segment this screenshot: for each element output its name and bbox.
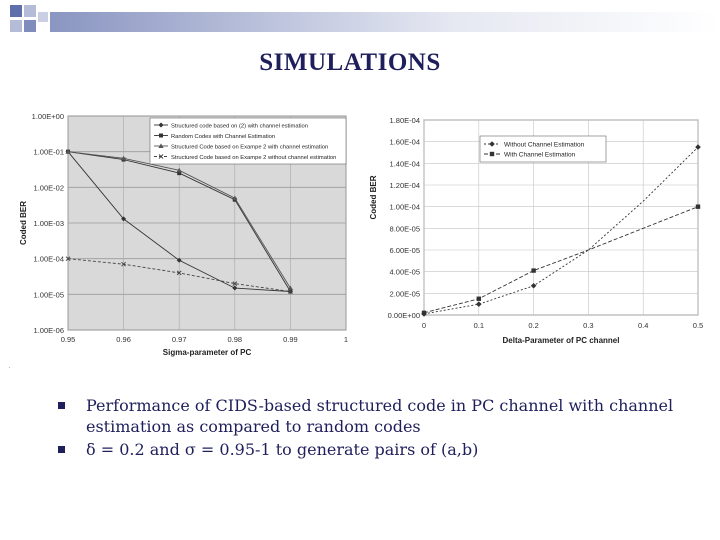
data-point: [421, 310, 427, 316]
x-tick-label: 0.95: [61, 335, 76, 344]
x-axis-title: Sigma-parameter of PC: [163, 348, 252, 357]
y-tick-label: 2.00E-05: [390, 289, 420, 298]
data-point: [121, 261, 126, 267]
data-point: [287, 285, 293, 291]
y-tick-label: 1.00E-06: [34, 326, 64, 335]
y-tick-label: 1.40E-04: [390, 159, 420, 168]
x-axis-title: Delta-Parameter of PC channel: [503, 336, 620, 345]
bullet-square-icon: [58, 446, 65, 453]
y-tick-label: 1.80E-04: [390, 116, 420, 125]
bullet-text: Performance of CIDS-based structured cod…: [86, 396, 674, 436]
data-point: [159, 133, 163, 138]
header-decoration: [10, 5, 720, 32]
x-tick-label: 0: [422, 321, 426, 330]
data-point: [158, 122, 164, 128]
slide-title: SIMULATIONS: [259, 49, 441, 76]
data-point: [288, 289, 293, 294]
legend-label: Random Codes with Channel Estimation: [171, 134, 275, 140]
y-tick-label: 6.00E-05: [390, 246, 420, 255]
y-tick-label: 0.00E+00: [388, 311, 420, 320]
y-tick-label: 1.00E-01: [34, 148, 64, 157]
legend-label: With Channel Estimation: [504, 152, 576, 159]
data-point: [530, 282, 537, 289]
data-point: [489, 151, 495, 157]
y-tick-label: 1.00E-02: [34, 183, 64, 192]
bullet-list: Performance of CIDS-based structured cod…: [58, 395, 698, 462]
data-point: [232, 195, 238, 201]
series-group: [421, 204, 701, 316]
series-line: [423, 146, 699, 315]
slide-dot: ·: [8, 363, 11, 372]
legend-label: Structured code based on (2) with channe…: [171, 124, 308, 130]
x-tick-label: 0.1: [474, 321, 484, 330]
bullet-text: δ = 0.2 and σ = 0.95-1 to generate pairs…: [86, 440, 479, 459]
data-point: [65, 256, 71, 262]
y-tick-label: 1.00E-04: [34, 255, 64, 264]
y-tick-label: 1.00E-04: [390, 203, 420, 212]
chart-ber-vs-sigma: 1.00E+00 1.00E-01 1.00E-02 1.00E-03 1.00E-04…: [19, 112, 348, 357]
y-tick-label: 1.60E-04: [390, 138, 420, 147]
data-point: [121, 216, 127, 222]
x-tick-label: 0.98: [227, 335, 242, 344]
data-point: [176, 257, 182, 263]
data-point: [65, 149, 71, 154]
x-tick-label: 0.96: [116, 335, 131, 344]
data-point: [176, 270, 182, 276]
y-axis-title: Coded BER: [369, 175, 378, 219]
x-tick-label: 0.4: [638, 321, 648, 330]
x-tick-label: 0.97: [172, 335, 187, 344]
series-line: [423, 206, 699, 314]
legend-box: [479, 135, 607, 163]
y-axis-title: Coded BER: [19, 201, 28, 245]
legend-label: Structured Code based on Exampe 2 with c…: [171, 145, 328, 151]
data-point: [489, 141, 495, 147]
data-point: [177, 171, 182, 176]
bullet-square-icon: [58, 402, 65, 409]
data-point: [531, 268, 536, 273]
legend-label: Without Channel Estimation: [504, 142, 585, 149]
data-point: [232, 281, 238, 286]
legend-label: Structured Code based on Exampe 2 withou…: [171, 155, 336, 161]
series-group: [65, 149, 293, 291]
data-point: [158, 154, 164, 159]
data-point: [121, 155, 127, 161]
bullet-item: Performance of CIDS-based structured cod…: [58, 395, 698, 437]
y-tick-label: 1.00E-05: [34, 290, 64, 299]
y-tick-label: 1.00E-03: [34, 219, 64, 228]
data-point: [476, 301, 482, 307]
x-tick-label: 0.5: [693, 321, 703, 330]
y-tick-label: 8.00E-05: [390, 224, 420, 233]
data-point: [232, 285, 238, 291]
x-tick-label: 1: [344, 335, 348, 344]
legend-box: [149, 117, 347, 165]
y-tick-label: 1.20E-04: [390, 181, 420, 190]
chart-ber-vs-delta: 1.80E-04 1.60E-04 1.40E-04 1.20E-04 1.00E-04…: [369, 116, 703, 345]
data-point: [695, 204, 701, 209]
x-tick-label: 0.99: [283, 335, 298, 344]
y-tick-label: 1.00E+00: [32, 112, 64, 121]
data-point: [476, 296, 481, 301]
x-tick-label: 0.3: [583, 321, 593, 330]
y-tick-label: 4.00E-05: [390, 268, 420, 277]
bullet-item: δ = 0.2 and σ = 0.95-1 to generate pairs…: [58, 439, 698, 460]
data-point: [176, 167, 182, 173]
series-group: [65, 256, 293, 294]
data-point: [158, 143, 164, 148]
x-tick-label: 0.2: [528, 321, 538, 330]
